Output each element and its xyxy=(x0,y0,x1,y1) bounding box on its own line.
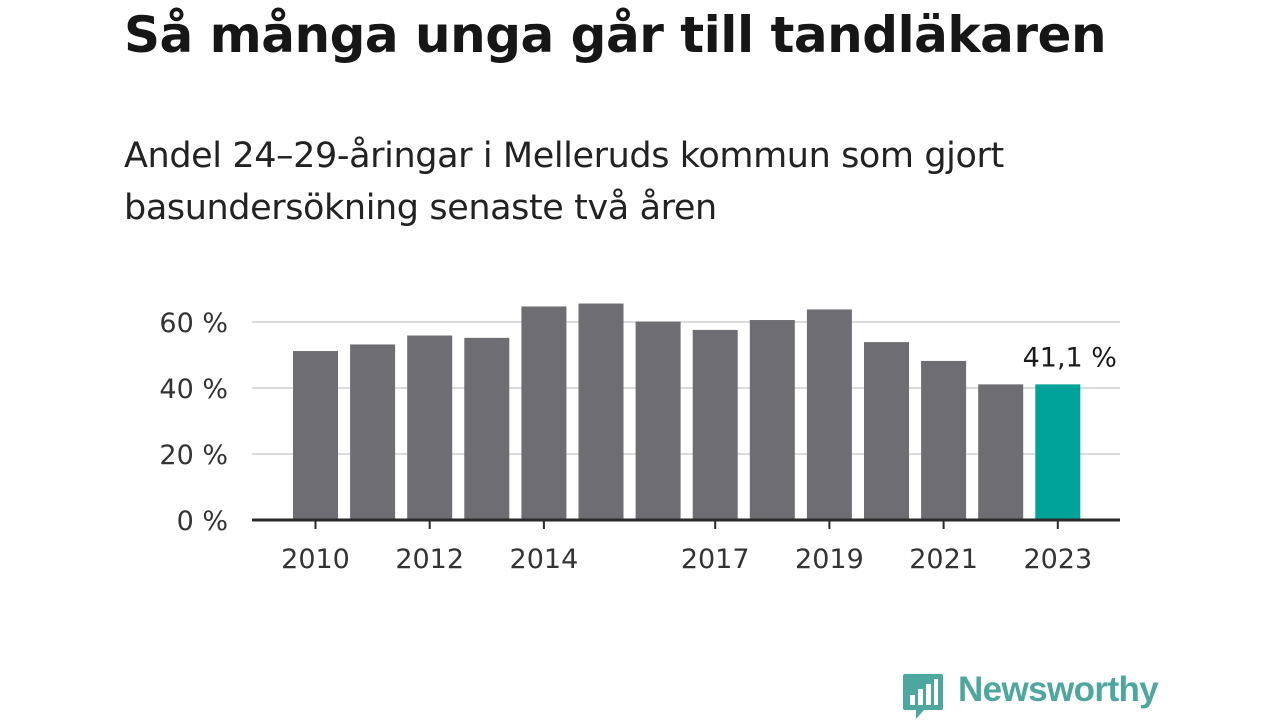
value-label: 41,1 % xyxy=(1023,342,1117,373)
bar xyxy=(407,335,453,520)
y-tick-label: 20 % xyxy=(159,440,228,471)
x-tick-label: 2023 xyxy=(1023,544,1092,575)
chart-subtitle: Andel 24–29-åringar i Melleruds kommun s… xyxy=(124,136,1004,228)
bar xyxy=(978,384,1024,520)
bar xyxy=(749,320,795,520)
x-tick-label: 2019 xyxy=(795,544,864,575)
x-axis xyxy=(252,518,1120,529)
bar xyxy=(806,309,852,520)
newsworthy-logo-icon xyxy=(902,672,944,724)
gridlines xyxy=(252,321,1120,455)
newsworthy-brand: Newsworthy xyxy=(902,670,1162,719)
bar xyxy=(578,303,624,520)
chart-title: Så många unga går till tandläkaren xyxy=(124,6,1107,64)
y-tick-label: 60 % xyxy=(159,308,228,339)
x-tick-label: 2021 xyxy=(909,544,978,575)
bar xyxy=(864,342,909,520)
y-tick-label: 40 % xyxy=(159,374,228,405)
newsworthy-logo-text: Newsworthy xyxy=(958,670,1159,709)
x-tick-label: 2017 xyxy=(681,544,750,575)
bar xyxy=(293,351,338,520)
bar xyxy=(635,321,681,520)
x-tick-label: 2014 xyxy=(510,544,579,575)
bar xyxy=(464,337,510,520)
x-tick-label: 2012 xyxy=(395,544,464,575)
bar xyxy=(921,360,967,520)
bar xyxy=(692,329,738,520)
bar-highlight xyxy=(1035,384,1081,520)
bars xyxy=(293,303,1081,520)
bar xyxy=(521,306,567,520)
x-tick-label: 2010 xyxy=(281,544,350,575)
y-tick-label: 0 % xyxy=(177,506,228,537)
x-tick-labels: 2010 2012 2014 2017 2019 2021 2023 xyxy=(281,544,1092,575)
bar xyxy=(350,344,396,520)
annotations: 41,1 % xyxy=(1023,342,1117,373)
y-tick-labels: 0 % 20 % 40 % 60 % xyxy=(159,308,228,537)
